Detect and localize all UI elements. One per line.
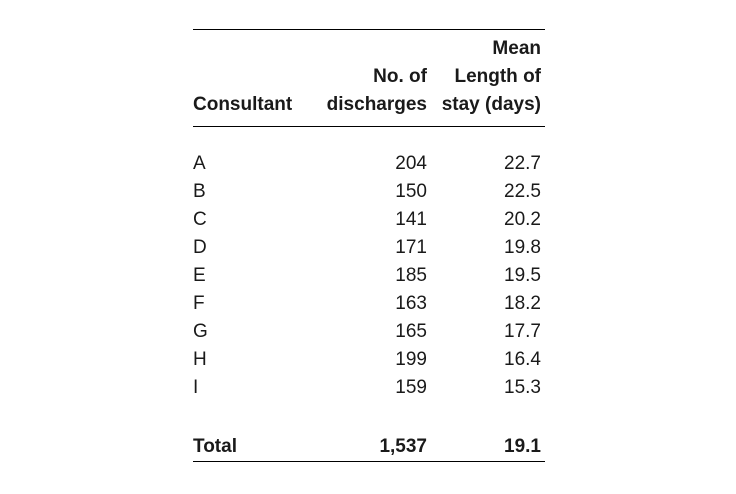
table-row: E 185 19.5 xyxy=(193,262,545,290)
mean-los-cell: 15.3 xyxy=(504,377,541,398)
discharges-cell: 165 xyxy=(395,321,427,342)
mean-los-cell: 19.5 xyxy=(504,265,541,286)
discharges-cell: 141 xyxy=(395,209,427,230)
mean-los-cell: 19.8 xyxy=(504,237,541,258)
mean-los-cell: 16.4 xyxy=(504,349,541,370)
table-row: C 141 20.2 xyxy=(193,206,545,234)
discharges-cell: 204 xyxy=(395,153,427,174)
consultant-cell: C xyxy=(193,209,207,230)
mean-los-cell: 18.2 xyxy=(504,293,541,314)
total-label: Total xyxy=(193,433,323,462)
discharges-cell: 159 xyxy=(395,377,427,398)
table-row: A 204 22.7 xyxy=(193,150,545,178)
total-row: Total 1,537 19.1 xyxy=(193,433,545,462)
consultant-cell: D xyxy=(193,237,207,258)
mean-los-cell: 22.7 xyxy=(504,153,541,174)
consultant-cell: G xyxy=(193,321,208,342)
total-mean-los: 19.1 xyxy=(427,433,545,462)
consultant-cell: E xyxy=(193,265,206,286)
consultant-cell: B xyxy=(193,181,206,202)
table-body: A 204 22.7 B 150 22.5 C 141 20.2 D 171 1… xyxy=(193,127,545,462)
header-row: Consultant No. of discharges Mean Length… xyxy=(193,29,545,127)
table-row: B 150 22.5 xyxy=(193,178,545,206)
discharges-cell: 163 xyxy=(395,293,427,314)
consultant-cell: H xyxy=(193,349,207,370)
consultant-cell: F xyxy=(193,293,205,314)
discharges-cell: 199 xyxy=(395,349,427,370)
table-row: D 171 19.8 xyxy=(193,234,545,262)
consultant-cell: A xyxy=(193,153,206,174)
table-row: H 199 16.4 xyxy=(193,346,545,374)
table-row: G 165 17.7 xyxy=(193,318,545,346)
spacer-row xyxy=(193,127,545,151)
table-row: F 163 18.2 xyxy=(193,290,545,318)
discharges-cell: 150 xyxy=(395,181,427,202)
total-discharges: 1,537 xyxy=(323,433,427,462)
column-header-discharges: No. of discharges xyxy=(323,29,427,127)
discharges-cell: 185 xyxy=(395,265,427,286)
spacer-row xyxy=(193,402,545,433)
consultants-table-container: Consultant No. of discharges Mean Length… xyxy=(193,29,545,462)
mean-los-cell: 17.7 xyxy=(504,321,541,342)
consultant-cell: I xyxy=(193,377,199,398)
mean-los-cell: 22.5 xyxy=(504,181,541,202)
column-header-consultant: Consultant xyxy=(193,29,323,127)
consultants-table: Consultant No. of discharges Mean Length… xyxy=(193,29,545,462)
mean-los-cell: 20.2 xyxy=(504,209,541,230)
table-header: Consultant No. of discharges Mean Length… xyxy=(193,29,545,127)
discharges-cell: 171 xyxy=(395,237,427,258)
column-header-mean-los: Mean Length of stay (days) xyxy=(427,29,545,127)
table-row: I 159 15.3 xyxy=(193,374,545,402)
